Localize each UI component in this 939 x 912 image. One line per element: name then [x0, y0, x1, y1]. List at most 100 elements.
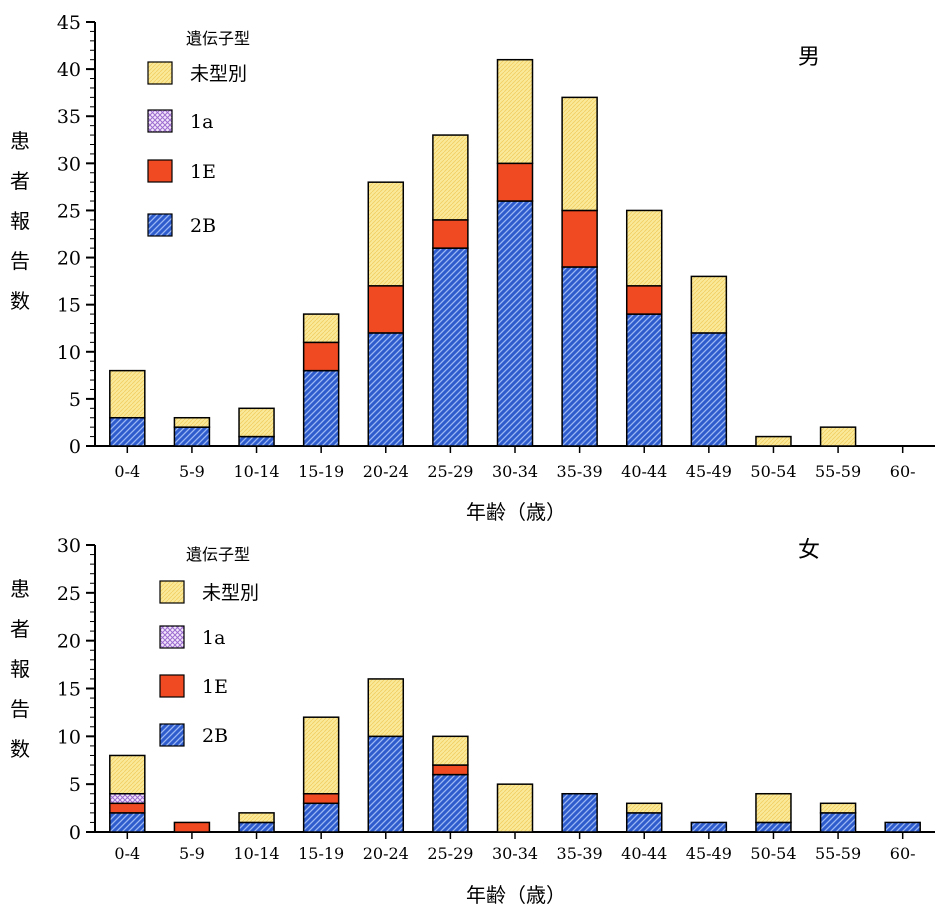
- bars: [109, 58, 857, 447]
- bar-segment-2B: [625, 313, 663, 447]
- y-tick-label: 40: [57, 59, 81, 81]
- y-tick-label: 35: [57, 106, 81, 128]
- y-axis-label-char: 告: [10, 697, 30, 721]
- bar-segment-未型別: [755, 792, 792, 824]
- bar-segment-2B: [238, 435, 275, 447]
- x-tick-label: 25-29: [427, 844, 473, 863]
- legend-title: 遺伝子型: [186, 545, 250, 564]
- y-tick-label: 5: [69, 389, 81, 411]
- y-tick-label: 25: [57, 200, 81, 222]
- legend-swatch-2B: [147, 213, 173, 237]
- legend-swatch-1E: [147, 159, 173, 183]
- bar-segment-未型別: [109, 369, 146, 419]
- y-tick-label: 45: [57, 12, 81, 34]
- legend-swatch-1E: [159, 674, 185, 698]
- y-axis-label-char: 患: [10, 577, 30, 601]
- bar-segment-2B: [173, 426, 211, 447]
- bar-segment-未型別: [819, 426, 857, 447]
- x-tick-label: 30-34: [492, 462, 538, 481]
- panel-title: 男: [798, 45, 820, 70]
- legend-label: 1a: [202, 627, 225, 649]
- bar-segment-1E: [625, 285, 663, 315]
- bar-segment-未型別: [173, 416, 211, 428]
- bar-segment-未型別: [496, 58, 534, 165]
- legend: 遺伝子型 未型別 1a 1E 2B: [147, 29, 250, 237]
- y-tick-label: 5: [69, 774, 81, 796]
- y-tick-label: 30: [57, 153, 81, 175]
- legend-label: 未型別: [190, 63, 247, 85]
- x-tick-label: 10-14: [233, 844, 279, 863]
- legend-swatch-未型別: [159, 580, 185, 604]
- bar-segment-2B: [884, 821, 921, 833]
- legend-label: 2B: [190, 215, 216, 237]
- x-tick-label: 20-24: [363, 462, 409, 481]
- bar-segment-未型別: [109, 754, 146, 795]
- bar-segment-未型別: [367, 181, 405, 287]
- legend-swatch-未型別: [147, 61, 173, 85]
- bar-segment-1E: [432, 219, 469, 249]
- bar-segment-2B: [302, 802, 340, 833]
- x-tick-label: 40-44: [621, 462, 667, 481]
- bar-segment-未型別: [238, 812, 275, 824]
- y-tick-label: 0: [69, 822, 81, 844]
- bar-segment-2B: [302, 369, 340, 447]
- bar-segment-未型別: [432, 735, 469, 766]
- x-tick-label: 0-4: [114, 462, 140, 481]
- x-tick-label: 50-54: [750, 844, 796, 863]
- bar-segment-2B: [819, 812, 857, 833]
- axes: 0 5 10 15 20 25 30 35 40 45 0-4 5-9 10-14 15-19 20-24 2…: [57, 12, 935, 481]
- bar-segment-2B: [561, 266, 598, 447]
- y-tick-label: 30: [57, 535, 81, 557]
- y-axis-label-char: 数: [10, 737, 30, 761]
- x-axis-label: 年齢（歳）: [466, 500, 566, 524]
- y-axis-label-char: 報: [10, 657, 30, 681]
- bar-segment-未型別: [238, 407, 275, 438]
- legend-title: 遺伝子型: [186, 29, 250, 48]
- y-axis-label-char: 者: [10, 169, 30, 193]
- x-axis-label: 年齢（歳）: [466, 883, 566, 907]
- legend-swatch-2B: [159, 723, 185, 747]
- y-tick-label: 0: [69, 436, 81, 458]
- bar-segment-2B: [238, 821, 275, 833]
- bar-segment-1E: [302, 341, 340, 372]
- bar-segment-2B: [496, 200, 534, 447]
- bar-segment-未型別: [755, 435, 792, 447]
- x-tick-label: 40-44: [621, 844, 667, 863]
- bar-segment-2B: [109, 812, 146, 833]
- x-tick-label: 5-9: [179, 844, 205, 863]
- bar-segment-1E: [561, 209, 598, 268]
- bar-segment-未型別: [496, 783, 534, 833]
- legend-swatch-1a: [147, 109, 173, 133]
- x-tick-label: 10-14: [233, 462, 279, 481]
- bars: [109, 678, 921, 833]
- y-axis-label-char: 患: [10, 129, 30, 153]
- legend-label: 未型別: [202, 582, 259, 604]
- bar-segment-1E: [367, 285, 405, 334]
- x-tick-label: 55-59: [815, 462, 861, 481]
- bar-segment-2B: [625, 812, 663, 833]
- bar-segment-未型別: [302, 716, 340, 795]
- bar-segment-1E: [109, 802, 146, 814]
- legend-label: 1a: [190, 111, 213, 133]
- bar-segment-未型別: [302, 313, 340, 344]
- legend-label: 1E: [202, 676, 228, 698]
- bar-segment-2B: [561, 792, 598, 833]
- x-tick-label: 15-19: [298, 462, 344, 481]
- y-axis-label-char: 者: [10, 617, 30, 641]
- x-tick-label: 60-: [890, 462, 916, 481]
- bar-segment-2B: [690, 332, 728, 447]
- axes: 0 5 10 15 20 25 30 0-4 5-9 10-14 15-19 20-24 25-29 30…: [57, 535, 935, 863]
- legend-label: 1E: [190, 161, 216, 183]
- bar-segment-未型別: [561, 96, 598, 212]
- bar-segment-1E: [173, 821, 211, 833]
- bar-segment-2B: [109, 416, 146, 447]
- bar-segment-2B: [432, 247, 469, 447]
- x-tick-label: 55-59: [815, 844, 861, 863]
- bar-segment-未型別: [625, 209, 663, 287]
- legend-swatch-1a: [159, 625, 185, 649]
- legend-label: 2B: [202, 725, 228, 747]
